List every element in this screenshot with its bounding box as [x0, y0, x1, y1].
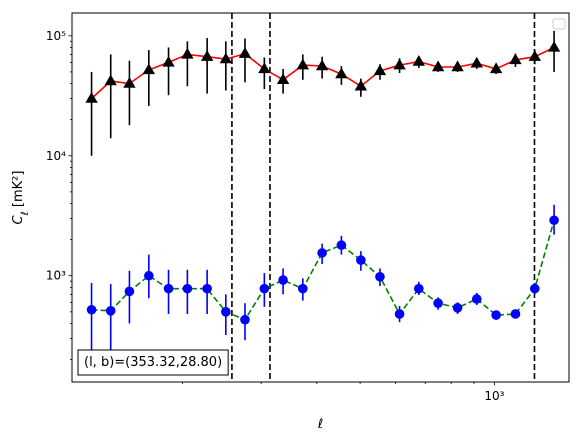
- series-0-point-18: [431, 60, 445, 72]
- series-1-point-4: [163, 283, 174, 294]
- series-0-point-0: [85, 92, 98, 103]
- series-0: [85, 30, 561, 156]
- series-0-point-15: [373, 64, 387, 76]
- series-0-point-5: [181, 47, 194, 59]
- series-0-point-24: [547, 40, 561, 52]
- y-tick-label: 10⁵: [46, 29, 66, 43]
- series-0-point-21: [489, 62, 503, 74]
- series-1-point-19: [452, 303, 463, 313]
- series-0-point-22: [509, 53, 522, 65]
- series-0-point-3: [142, 63, 155, 75]
- series-0-point-23: [528, 50, 541, 61]
- series-1-point-10: [278, 275, 288, 285]
- series-1-point-21: [491, 310, 501, 320]
- series-0-point-4: [162, 55, 175, 67]
- series-1: [86, 204, 559, 353]
- series-1-point-15: [375, 271, 385, 282]
- series-1-point-8: [240, 314, 250, 325]
- series-1-point-7: [221, 307, 231, 317]
- series-0-point-20: [470, 56, 483, 68]
- series-1-point-3: [144, 270, 154, 281]
- series-0-point-9: [258, 62, 271, 74]
- series-0-point-14: [354, 79, 368, 91]
- series-1-point-17: [414, 283, 424, 294]
- series-1-point-14: [356, 255, 366, 265]
- series-1-point-23: [529, 283, 540, 294]
- series-0-point-19: [451, 60, 464, 72]
- series-0-point-1: [104, 74, 117, 86]
- series-0-point-11: [296, 58, 309, 70]
- series-1-point-22: [510, 309, 521, 319]
- y-tick-label: 10⁴: [46, 149, 66, 163]
- series-1-point-2: [124, 286, 135, 297]
- series-0-point-16: [393, 58, 406, 70]
- series-0-point-7: [219, 52, 232, 64]
- series-1-point-16: [394, 309, 405, 319]
- series-0-point-12: [315, 59, 329, 71]
- series-0-point-6: [200, 50, 214, 61]
- x-tick-label: 10³: [484, 389, 504, 403]
- series-1-point-13: [336, 240, 347, 250]
- series-1-point-24: [549, 215, 559, 226]
- series-1-point-11: [298, 283, 308, 294]
- legend: [552, 18, 566, 30]
- series-0-point-13: [335, 67, 348, 79]
- series-1-point-6: [202, 283, 212, 294]
- annotation-prefix: (l, b)=: [84, 355, 125, 370]
- y-tick-label: 10³: [46, 269, 66, 283]
- series-0-point-2: [123, 77, 136, 88]
- annotation-value: (353.32,28.80): [125, 355, 222, 370]
- coordinate-annotation: (l, b)=(353.32,28.80): [77, 349, 229, 376]
- series-1-point-20: [471, 294, 482, 304]
- series-1-point-5: [182, 283, 193, 294]
- series-1-point-12: [317, 248, 327, 258]
- series-1-point-18: [433, 298, 443, 309]
- series-0-point-17: [412, 55, 425, 66]
- series-0-point-10: [276, 73, 290, 85]
- series-1-point-9: [259, 283, 270, 294]
- series-0-point-8: [238, 47, 252, 58]
- x-axis-label: ℓ: [317, 417, 323, 432]
- series-1-point-0: [86, 304, 97, 315]
- y-axis-label: Cℓ [mK²]: [11, 171, 31, 225]
- plot-frame: [71, 12, 570, 383]
- svg-text:(l, b)=(353.32,28.80): (l, b)=(353.32,28.80): [84, 355, 222, 370]
- series-1-point-1: [105, 305, 116, 316]
